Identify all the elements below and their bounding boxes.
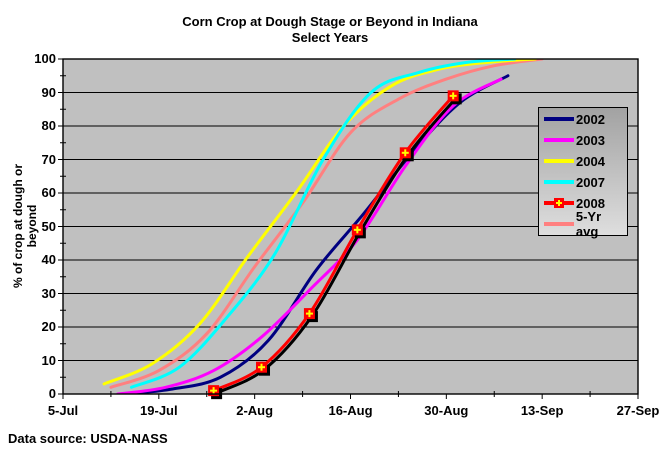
legend-label: 2003 xyxy=(576,132,605,148)
legend-item-2008: 2008 xyxy=(539,193,627,214)
x-tick-label: 16-Aug xyxy=(328,403,373,418)
legend-item-2002: 2002 xyxy=(539,109,627,130)
y-tick-label: 80 xyxy=(41,118,56,133)
legend-swatch xyxy=(544,198,574,208)
series-line xyxy=(109,59,544,389)
x-tick-label: 27-Sep xyxy=(616,403,660,418)
x-tick-label: 5-Jul xyxy=(47,403,79,418)
series-line xyxy=(116,77,503,394)
chart-title-line1: Corn Crop at Dough Stage or Beyond in In… xyxy=(182,14,478,29)
legend-item-2007: 2007 xyxy=(539,172,627,193)
y-tick-label: 60 xyxy=(41,185,56,200)
series-2007 xyxy=(129,59,517,389)
chart-title-line2: Select Years xyxy=(291,30,369,45)
legend-label: 2007 xyxy=(576,174,605,190)
chart-title: Corn Crop at Dough Stage or Beyond in In… xyxy=(0,14,660,46)
y-tick-label: 50 xyxy=(41,218,56,234)
y-tick-label: 90 xyxy=(41,84,56,100)
legend-swatch xyxy=(544,117,574,121)
series-line xyxy=(129,59,517,389)
legend-label: 2004 xyxy=(576,153,605,169)
legend-item-2003: 2003 xyxy=(539,130,627,151)
y-tick-label: 10 xyxy=(41,352,56,368)
x-tick-label: 30-Aug xyxy=(424,403,469,418)
y-tick-label: 40 xyxy=(41,252,56,267)
y-tick-label: 30 xyxy=(41,285,56,301)
x-tick-label: 13-Sep xyxy=(520,403,564,418)
series-5-yr-avg xyxy=(109,59,544,389)
series-line xyxy=(102,59,537,386)
y-tick-label: 20 xyxy=(41,319,56,334)
legend-label: 5-Yr avg xyxy=(575,209,602,239)
legend-swatch xyxy=(544,159,574,163)
plot-border xyxy=(62,58,639,395)
legend-item-2004: 2004 xyxy=(539,151,627,172)
legend-label: 2008 xyxy=(576,195,605,211)
x-tick-label: 19-Jul xyxy=(140,403,178,418)
legend: 2002 2003 2004 2007 2008 5-Yr avg xyxy=(538,107,628,239)
legend-swatch xyxy=(544,180,574,184)
series-2003 xyxy=(116,77,503,394)
legend-item-5-yr-avg: 5-Yr avg xyxy=(539,209,627,239)
legend-label: 2002 xyxy=(576,111,605,127)
legend-swatch xyxy=(544,222,574,226)
series-2004 xyxy=(102,59,537,386)
y-tick-label: 70 xyxy=(41,151,56,167)
y-tick-label: 0 xyxy=(48,386,56,401)
legend-swatch xyxy=(544,138,574,142)
source-note: Data source: USDA-NASS xyxy=(8,431,168,446)
x-tick-label: 2-Aug xyxy=(236,403,274,418)
y-tick-label: 100 xyxy=(34,51,56,66)
